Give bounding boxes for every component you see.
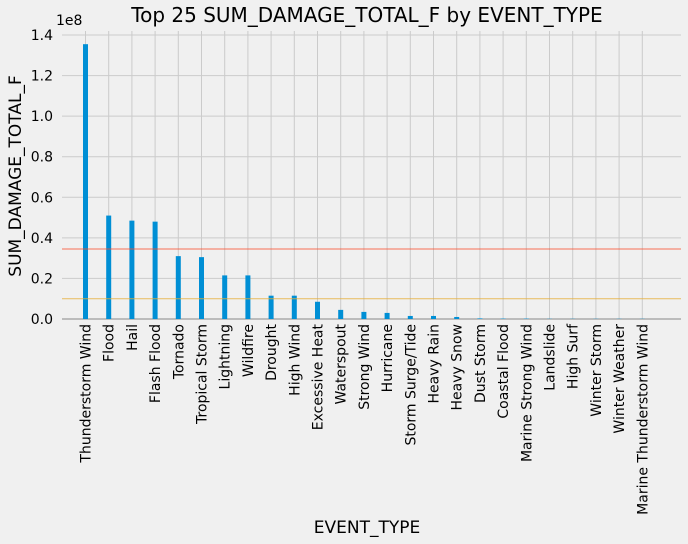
bar-high-wind [291,295,297,319]
x-tick-label: High Wind [287,324,303,396]
x-tick-label: High Surf [566,323,582,389]
x-tick-label: Winter Storm [589,324,605,417]
x-tick-label: Wildfire [241,324,257,377]
x-tick-label: Winter Weather [612,324,628,434]
bars [83,44,645,319]
y-tick-label: 1.2 [31,69,53,85]
x-tick-label: Flash Flood [148,324,164,403]
bar-flood [106,215,112,319]
x-tick-label: Hurricane [380,324,396,392]
x-tick-label: Heavy Rain [427,324,443,404]
x-tick-label: Tornado [171,324,187,380]
x-tick-label: Dust Storm [473,324,489,403]
bar-tornado [175,256,181,319]
x-tick-label: Strong Wind [357,324,373,410]
x-tick-label: Lightning [218,324,234,389]
x-tick-label: Heavy Snow [450,324,466,411]
bar-strong-wind [361,311,367,319]
y-tick-label: 0.4 [31,231,53,247]
chart-title: Top 25 SUM_DAMAGE_TOTAL_F by EVENT_TYPE [130,3,602,27]
y-axis-label: SUM_DAMAGE_TOTAL_F [6,75,26,276]
bar-thunderstorm-wind [83,44,88,319]
y-tick-label: 1.4 [31,28,53,44]
bar-heavy-rain [431,315,436,319]
y-tick-labels: 0.0 0.2 0.4 0.6 0.8 1.0 1.2 1.4 [31,28,53,328]
x-tick-label: Tropical Storm [195,324,211,425]
x-tick-label: Excessive Heat [311,323,327,430]
bar-flash-flood [152,221,158,319]
y-axis-offset-label: 1e8 [56,13,82,29]
x-tick-label: Storm Surge/Tide [403,324,419,446]
y-tick-label: 0.6 [31,190,53,206]
x-tick-label: Thunderstorm Wind [79,324,95,464]
x-tick-label: Landslide [543,324,559,391]
x-tick-label: Marine Strong Wind [519,324,535,462]
y-tick-label: 1.0 [31,109,53,125]
bar-lightning [222,275,228,319]
plot-area [62,31,681,319]
x-tick-label: Drought [264,323,280,380]
plot-background [62,31,681,319]
x-tick-label: Waterspout [334,323,350,404]
bar-dust-storm [477,318,483,319]
bar-storm-surge-tide [407,315,413,319]
x-tick-label: Marine Thunderstorm Wind [635,324,651,515]
x-axis-label: EVENT_TYPE [314,518,420,538]
bar-heavy-snow [454,316,460,319]
x-tick-labels: Thunderstorm Wind Flood Hail Flash Flood Tor… [79,323,652,515]
bar-tropical-storm [199,257,204,319]
bar-drought [268,295,274,319]
bar-excessive-heat [315,301,320,319]
bar-hail [129,220,135,319]
bar-waterspout [338,309,344,319]
y-tick-label: 0.2 [31,271,53,287]
reference-lines [62,248,681,300]
bar-wildfire [245,275,251,319]
bar-hurricane [384,312,390,319]
y-tick-label: 0.8 [31,150,53,166]
x-tick-label: Flood [102,324,118,362]
y-tick-label: 0.0 [31,312,53,328]
x-tick-label: Hail [125,324,141,351]
x-tick-label: Coastal Flood [496,324,512,419]
